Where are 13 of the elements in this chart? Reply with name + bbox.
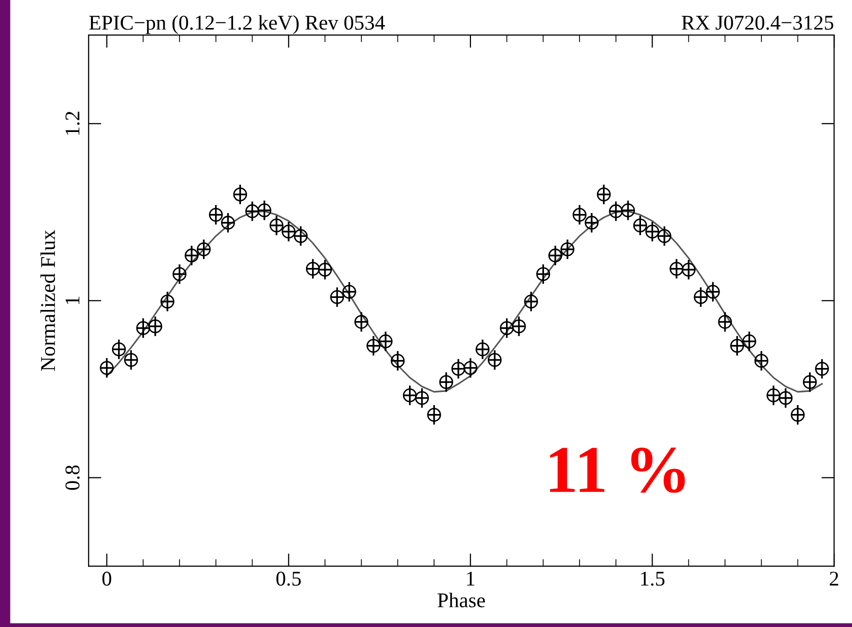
y-tick-label: 1 [66, 296, 80, 304]
x-axis-title: Phase [438, 592, 485, 608]
x-tick-label: 0.5 [276, 572, 301, 586]
x-tick-label: 2 [830, 572, 838, 586]
x-tick-label: 1.5 [641, 572, 664, 586]
chart-title: EPIC−pn (0.12−1.2 keV) Rev 0534 [89, 15, 385, 34]
y-axis-title: Normalized Flux [40, 230, 56, 371]
y-tick-label: 0.8 [65, 465, 80, 490]
x-tick-label: 1 [467, 572, 474, 586]
annotation: 11 % [550, 448, 685, 493]
chart-subtitle: RX J0720.4−3125 [682, 16, 834, 30]
y-tick-label: 1.2 [66, 112, 80, 135]
x-tick-label: 0 [102, 572, 112, 586]
